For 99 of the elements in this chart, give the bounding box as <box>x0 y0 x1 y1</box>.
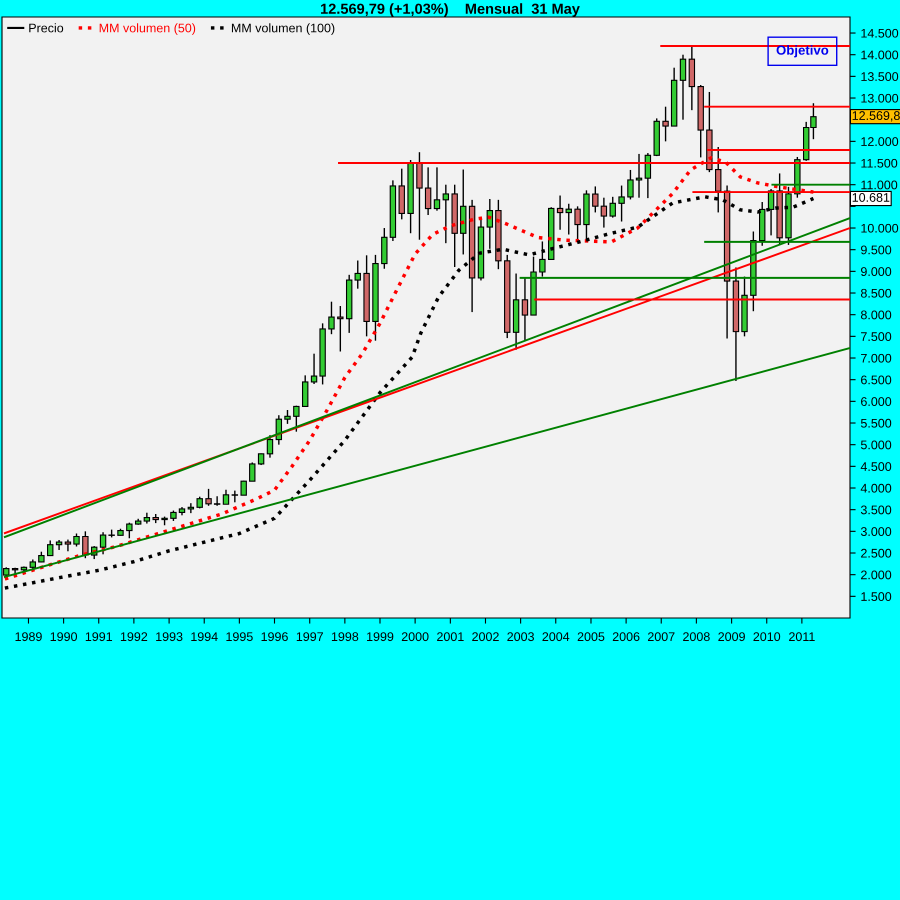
candlestick <box>152 513 159 524</box>
x-tick-label: 2000 <box>402 632 429 642</box>
y-tick-label: 13.500 <box>861 72 898 82</box>
candlestick <box>108 528 115 538</box>
x-tick-label: 1998 <box>332 632 358 642</box>
y-tick-label: 8.500 <box>860 288 892 298</box>
chart-title: 12.569,79 (+1,03%) Mensual 31 May <box>321 3 580 17</box>
candlestick <box>56 539 62 551</box>
candlestick <box>73 532 80 548</box>
x-tick-label: 1992 <box>120 632 148 642</box>
x-tick-label: 2005 <box>578 632 604 642</box>
candlestick <box>600 196 608 228</box>
y-tick-label: 4.000 <box>860 484 892 493</box>
candlestick <box>232 490 238 503</box>
candlestick <box>424 166 432 216</box>
candlestick <box>30 558 36 570</box>
text: 10.681 <box>852 193 890 202</box>
candlestick <box>556 194 564 230</box>
y-tick-label: 6.500 <box>861 375 892 384</box>
x-tick-label: 1989 <box>16 632 42 642</box>
candlestick <box>592 186 599 214</box>
candlestick <box>636 153 642 198</box>
candlestick <box>680 54 686 120</box>
y-tick-label: 7.500 <box>861 332 892 341</box>
y-tick-label: 12.000 <box>861 137 898 146</box>
candlestick <box>574 206 581 242</box>
x-tick-label: 2008 <box>683 632 710 642</box>
x-tick-label: 1991 <box>86 632 112 642</box>
y-tick-label: 10.000 <box>861 224 898 233</box>
annotation: Objetivo <box>776 45 828 58</box>
x-tick-label: 2001 <box>437 632 464 642</box>
y-tick-label: 8.000 <box>860 310 892 320</box>
candlestick <box>170 510 177 522</box>
candlestick <box>126 522 133 539</box>
candlestick <box>627 169 634 200</box>
candlestick <box>566 203 572 236</box>
x-tick-label: 1995 <box>226 632 253 642</box>
candlestick <box>644 152 652 199</box>
candlestick <box>249 462 256 482</box>
x-tick-label: 1996 <box>262 632 288 642</box>
y-tick-label: 2.000 <box>861 570 892 580</box>
candlestick <box>64 538 72 552</box>
y-tick-label: 11.000 <box>861 180 898 190</box>
candlestick <box>196 496 203 510</box>
candlestick <box>618 184 625 222</box>
candlestick <box>284 409 291 425</box>
candlestick <box>434 166 440 212</box>
candlestick <box>240 480 247 496</box>
y-tick-label: 5.500 <box>860 418 892 428</box>
x-tick-label: 2004 <box>542 632 570 642</box>
y-tick-label: 11.500 <box>861 158 898 168</box>
y-tick-label: 2.500 <box>861 548 892 558</box>
candlestick <box>310 352 318 385</box>
y-tick-label: 1.500 <box>861 592 892 601</box>
candlestick <box>144 512 150 524</box>
candlestick <box>354 260 361 290</box>
x-tick-label: 2009 <box>718 632 745 642</box>
x-tick-label: 2002 <box>472 632 499 642</box>
candlestick <box>610 196 616 218</box>
x-tick-label: 2003 <box>507 632 534 642</box>
candlestick <box>188 502 194 514</box>
candlestick <box>266 434 274 458</box>
candlestick <box>293 404 300 432</box>
y-tick-label: 4.500 <box>860 462 892 471</box>
y-tick-label: 9.000 <box>861 267 892 276</box>
x-tick-label: 1994 <box>191 632 218 642</box>
x-tick-label: 1999 <box>367 632 394 642</box>
y-tick-label: 3.000 <box>860 527 892 536</box>
x-tick-label: 2011 <box>789 632 815 642</box>
candlestick <box>328 300 335 335</box>
x-tick-label: 2010 <box>753 632 780 642</box>
candlestick <box>276 414 282 446</box>
candlestick <box>539 240 546 278</box>
x-tick-label: 2006 <box>612 632 640 642</box>
x-tick-label: 1990 <box>50 632 78 642</box>
y-tick-label: 13.000 <box>861 94 898 103</box>
candlestick <box>662 106 669 142</box>
candlestick <box>222 489 230 506</box>
x-tick-label: 1997 <box>296 632 323 642</box>
legend-label: Precio <box>29 23 64 32</box>
candlestick <box>205 488 212 506</box>
y-tick-label: 3.500 <box>860 505 892 514</box>
y-tick-label: 6.000 <box>861 397 892 406</box>
legend-label: MM volumen (100) <box>232 23 334 35</box>
candlestick <box>522 276 528 341</box>
candlestick <box>47 540 54 557</box>
candlestick <box>442 184 450 244</box>
text: 12.569,8 <box>852 111 900 122</box>
legend-label: MM volumen (50) <box>100 23 196 35</box>
y-tick-label: 7.000 <box>861 354 892 363</box>
candlestick <box>486 198 494 250</box>
candlestick <box>337 305 344 352</box>
candlestick <box>214 496 220 506</box>
x-tick-label: 1993 <box>156 632 182 642</box>
x-tick-label: 2007 <box>648 632 675 642</box>
y-tick-label: 14.500 <box>861 28 898 38</box>
y-tick-label: 5.000 <box>860 440 892 450</box>
y-tick-label: 9.500 <box>861 245 892 254</box>
y-tick-label: 14.000 <box>861 50 898 60</box>
